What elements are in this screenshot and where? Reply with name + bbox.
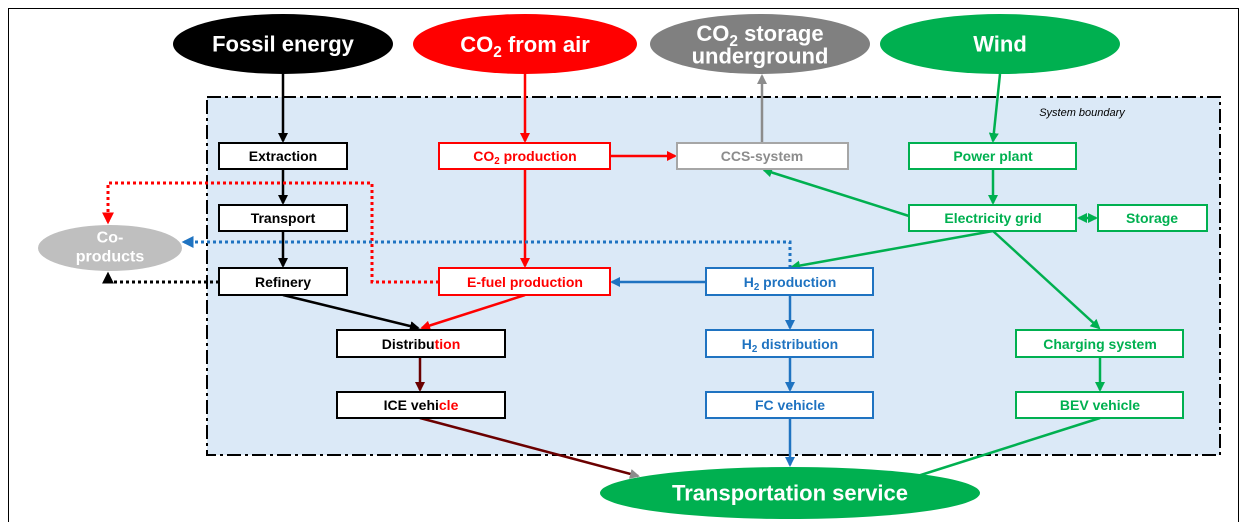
box bbox=[705, 329, 874, 358]
box-label: E-fuel production bbox=[467, 274, 583, 290]
output-label: Transportation service bbox=[672, 481, 908, 506]
box bbox=[438, 142, 611, 170]
source-node bbox=[880, 14, 1120, 74]
source-label: Wind bbox=[973, 32, 1027, 57]
frame bbox=[8, 8, 1239, 527]
connectors bbox=[102, 73, 1105, 483]
box bbox=[1015, 329, 1184, 358]
box bbox=[218, 142, 348, 170]
co-products-node bbox=[38, 225, 182, 271]
box bbox=[218, 267, 348, 296]
box-label: ICE vehicle bbox=[384, 397, 459, 413]
box bbox=[676, 142, 849, 170]
box bbox=[908, 204, 1077, 232]
box-label: Refinery bbox=[255, 274, 311, 290]
sink-label: CO2 storage bbox=[696, 21, 823, 51]
box-label: BEV vehicle bbox=[1060, 397, 1140, 413]
box bbox=[1015, 391, 1184, 419]
box-label: FC vehicle bbox=[755, 397, 825, 413]
box bbox=[705, 391, 874, 419]
box-label: CCS-system bbox=[721, 148, 803, 164]
box bbox=[336, 329, 506, 358]
box-label: Extraction bbox=[249, 148, 317, 164]
sink-node bbox=[650, 14, 870, 74]
box bbox=[705, 267, 874, 296]
co-products-label: products bbox=[76, 249, 145, 266]
box-label: H2 production bbox=[744, 274, 837, 293]
boundary-label: System boundary bbox=[1039, 107, 1126, 119]
box-label: Storage bbox=[1126, 210, 1178, 226]
box-label: Charging system bbox=[1043, 336, 1157, 352]
process-boxes: Extraction Transport Refinery CO2 produc… bbox=[218, 142, 1208, 419]
source-label: CO2 from air bbox=[460, 32, 590, 62]
box-label: Power plant bbox=[953, 148, 1033, 164]
box bbox=[908, 142, 1077, 170]
box-label: H2 distribution bbox=[742, 336, 838, 355]
box bbox=[336, 391, 506, 419]
box-label: Transport bbox=[251, 210, 316, 226]
box bbox=[1097, 204, 1208, 232]
source-node bbox=[173, 14, 393, 74]
co-products-label: Co- bbox=[97, 230, 124, 247]
box-label: Electricity grid bbox=[944, 210, 1041, 226]
source-node bbox=[413, 14, 637, 74]
box-label: CO2 production bbox=[473, 148, 576, 167]
box bbox=[438, 267, 611, 296]
output-node bbox=[600, 467, 980, 519]
sink-label: underground bbox=[692, 44, 829, 69]
box bbox=[218, 204, 348, 232]
source-label: Fossil energy bbox=[212, 32, 355, 57]
box-label: Distribution bbox=[382, 336, 461, 352]
